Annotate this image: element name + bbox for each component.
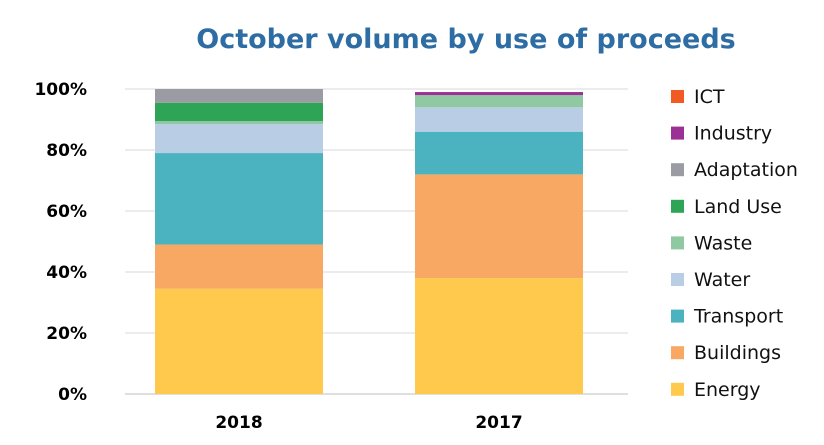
- chart-title: October volume by use of proceeds: [196, 24, 736, 55]
- bar-segment-energy-2018: [155, 288, 323, 394]
- bar-segment-land-use-2018: [155, 102, 323, 122]
- legend-swatch-water: [671, 273, 684, 286]
- bar-segment-waste-2018: [155, 121, 323, 125]
- bars: [155, 89, 583, 394]
- legend-swatch-energy: [671, 382, 684, 396]
- legend-swatch-land-use: [671, 199, 684, 213]
- bar-segment-industry-2017: [415, 92, 583, 96]
- bar-segment-energy-2017: [415, 278, 583, 394]
- y-tick-label: 20%: [46, 324, 87, 344]
- x-axis-ticks: 2018 2017: [215, 413, 522, 433]
- legend-swatch-waste: [671, 236, 684, 250]
- legend-swatch-transport: [671, 309, 684, 323]
- y-axis-ticks: 0% 20% 40% 60% 80% 100%: [34, 80, 87, 405]
- y-tick-label: 60%: [46, 202, 87, 222]
- legend: ICT Industry Adaptation Land Use Waste Water T…: [671, 86, 798, 401]
- y-tick-label: 100%: [34, 80, 87, 100]
- x-tick-label: 2018: [215, 413, 262, 433]
- bar-segment-transport-2017: [415, 131, 583, 175]
- y-tick-label: 0%: [58, 385, 87, 405]
- legend-swatch-buildings: [671, 346, 684, 360]
- legend-label: Waste: [694, 232, 752, 254]
- legend-swatch-adaptation: [671, 163, 684, 177]
- bar-segment-buildings-2017: [415, 174, 583, 279]
- legend-label: Buildings: [694, 342, 781, 364]
- bar-segment-water-2017: [415, 107, 583, 132]
- bar-segment-transport-2018: [155, 153, 323, 245]
- legend-label: ICT: [694, 86, 725, 108]
- y-tick-label: 80%: [46, 141, 87, 161]
- bar-segment-buildings-2018: [155, 244, 323, 289]
- legend-swatch-industry: [671, 126, 684, 140]
- bar-segment-waste-2017: [415, 95, 583, 108]
- legend-label: Water: [694, 269, 750, 291]
- y-tick-label: 40%: [46, 263, 87, 283]
- x-tick-label: 2017: [475, 413, 522, 433]
- legend-swatch-ict: [671, 90, 684, 103]
- bar-segment-adaptation-2018: [155, 89, 323, 103]
- bar-segment-water-2018: [155, 124, 323, 154]
- legend-label: Industry: [694, 123, 772, 145]
- legend-label: Transport: [693, 306, 783, 328]
- legend-label: Land Use: [694, 196, 782, 218]
- legend-label: Energy: [694, 379, 761, 401]
- legend-label: Adaptation: [694, 159, 798, 181]
